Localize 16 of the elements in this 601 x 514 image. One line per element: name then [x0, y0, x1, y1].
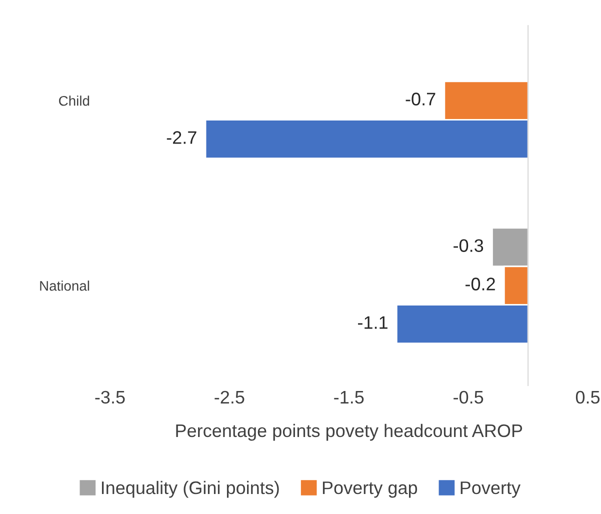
data-label: -0.7	[406, 92, 436, 106]
x-tick-label: -2.5	[214, 390, 244, 404]
data-label: -0.3	[454, 239, 484, 252]
legend-label: Inequality (Gini points)	[102, 480, 279, 498]
data-label: -2.7	[166, 131, 196, 144]
x-tick-label: -3.5	[95, 390, 125, 404]
data-label: -0.2	[466, 278, 495, 290]
x-tick-label: -1.5	[334, 391, 364, 404]
x-axis-title: Percentage points povety headcount AROP	[176, 424, 522, 441]
x-tick-label: 0.5	[576, 390, 600, 404]
y-tick-label: Child	[59, 96, 90, 106]
y-tick-label: National	[40, 280, 90, 291]
x-tick-label: -0.5	[454, 390, 484, 404]
legend-label: Poverty	[460, 482, 521, 498]
data-label: -1.1	[358, 316, 388, 329]
legend-label: Poverty gap	[322, 482, 418, 498]
